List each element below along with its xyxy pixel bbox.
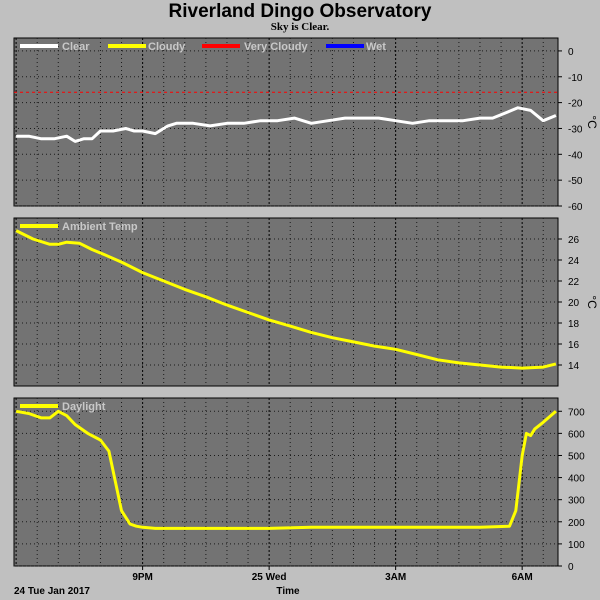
- y-tick-label: -60: [568, 202, 583, 213]
- series-line-clear: [16, 106, 557, 143]
- y-tick-label: 0: [568, 562, 574, 573]
- y-tick-label: 20: [568, 298, 580, 309]
- y-tick-label: -10: [568, 73, 583, 84]
- legend-label: Cloudy: [148, 41, 186, 53]
- y-tick-label: 100: [568, 540, 585, 551]
- panel-temperature: 14 16 18 20 22 24 26 Ambient Temp °C: [13, 217, 599, 387]
- x-tick-label: 25 Wed: [252, 572, 287, 583]
- panel-sky: 0 -10 -20 -30 -40 -50 -60 Clear Cloudy Very Cloud…: [13, 37, 599, 213]
- y-tick-label: 14: [568, 361, 580, 372]
- legend-label: Wet: [366, 41, 386, 53]
- x-axis-label: Time: [276, 586, 300, 597]
- y-tick-label: 24: [568, 256, 580, 267]
- page-title: Riverland Dingo Observatory: [168, 1, 432, 22]
- legend-label: Very Cloudy: [244, 41, 308, 53]
- legend-label: Ambient Temp: [62, 221, 138, 233]
- y-tick-label: 18: [568, 319, 580, 330]
- date-label: 24 Tue Jan 2017: [14, 586, 90, 597]
- y-unit-label: °C: [585, 115, 599, 129]
- y-tick-label: 600: [568, 429, 585, 440]
- series-line-daylight: [15, 409, 557, 530]
- legend-label: Daylight: [62, 401, 106, 413]
- y-tick-label: -40: [568, 150, 583, 161]
- y-tick-label: 0: [568, 47, 574, 58]
- y-tick-label: 500: [568, 451, 585, 462]
- y-tick-label: 16: [568, 340, 580, 351]
- x-tick-label: 9PM: [132, 572, 153, 583]
- y-tick-label: -30: [568, 124, 583, 135]
- y-tick-label: -20: [568, 99, 583, 110]
- x-tick-label: 3AM: [385, 572, 406, 583]
- panel-daylight: 0 100 200 300 400 500 600 700 Daylight: [13, 397, 585, 573]
- y-tick-label: 700: [568, 407, 585, 418]
- y-tick-label: 22: [568, 277, 580, 288]
- y-unit-label: °C: [585, 295, 599, 309]
- y-tick-label: -50: [568, 176, 583, 187]
- panel-background: [13, 37, 559, 207]
- legend-label: Clear: [62, 41, 90, 53]
- y-tick-label: 200: [568, 518, 585, 529]
- panel-background: [13, 397, 559, 567]
- series-line-ambient-temp: [15, 229, 557, 370]
- page-subtitle: Sky is Clear.: [270, 21, 330, 33]
- y-tick-label: 300: [568, 496, 585, 507]
- x-tick-label: 6AM: [512, 572, 533, 583]
- y-tick-label: 26: [568, 235, 580, 246]
- y-tick-label: 400: [568, 474, 585, 485]
